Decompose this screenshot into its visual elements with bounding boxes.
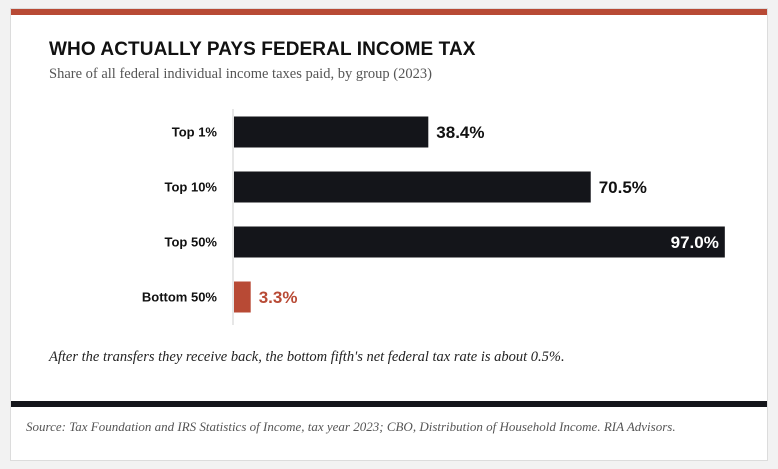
value-label: 3.3% [259, 288, 298, 307]
chart-note: After the transfers they receive back, t… [49, 349, 565, 365]
bar-chart: Top 1% 38.4% Top 10% 70.5% Top 50% 97.0% Botto… [142, 109, 725, 325]
source-footer: Source: Tax Foundation and IRS Statistic… [26, 419, 676, 434]
category-label: Top 1% [172, 125, 218, 140]
chart-subtitle: Share of all federal individual income t… [49, 66, 432, 82]
value-label: 97.0% [671, 233, 719, 252]
category-label: Top 10% [165, 180, 218, 195]
chart-title: WHO ACTUALLY PAYS FEDERAL INCOME TAX [49, 39, 476, 60]
value-label: 70.5% [599, 178, 647, 197]
bar [234, 226, 725, 258]
bar [234, 171, 591, 203]
bar [234, 281, 251, 313]
bottom-rule [11, 401, 767, 407]
chart-card: WHO ACTUALLY PAYS FEDERAL INCOME TAX Sha… [10, 8, 768, 461]
top-accent-rule [11, 9, 767, 15]
category-label: Bottom 50% [142, 290, 218, 305]
category-label: Top 50% [165, 235, 218, 250]
bar [234, 116, 429, 148]
value-label: 38.4% [436, 123, 484, 142]
